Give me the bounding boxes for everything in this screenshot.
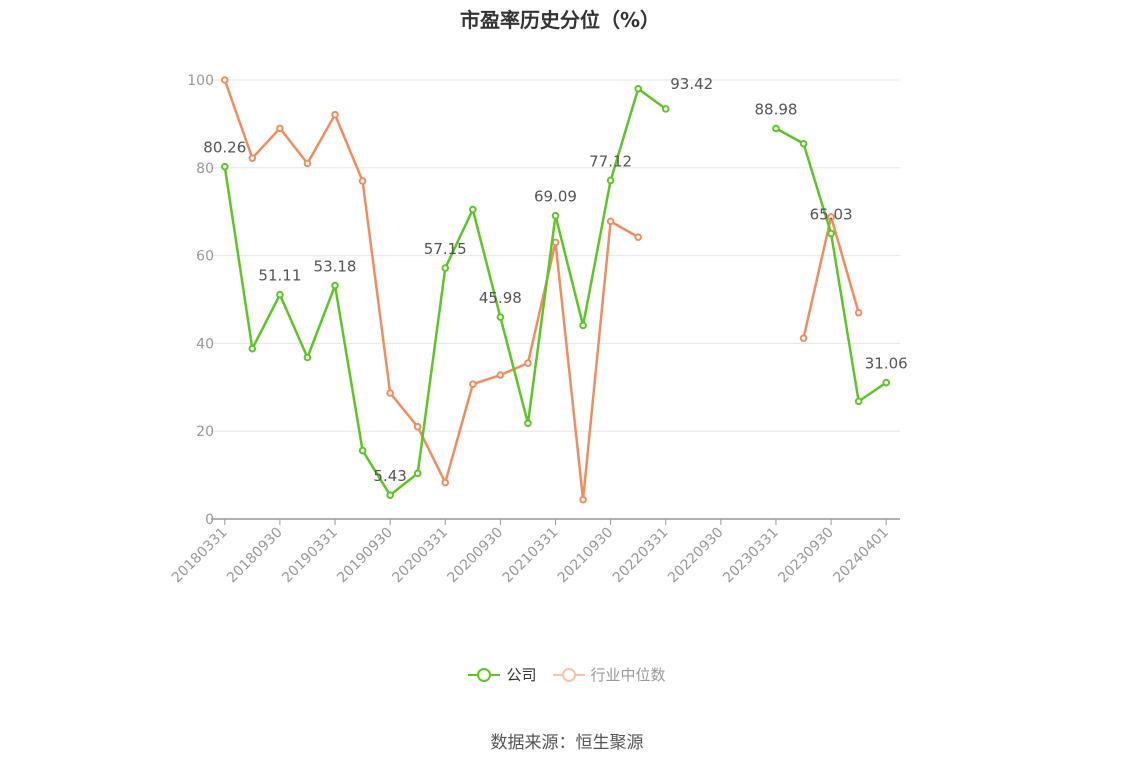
y-tick-label: 80 — [196, 161, 214, 177]
data-point-industry-median — [469, 380, 477, 389]
data-label: 69.09 — [534, 188, 577, 206]
data-label: 80.26 — [203, 139, 246, 157]
data-label: 88.98 — [755, 100, 798, 118]
data-point-industry-median — [358, 177, 367, 185]
data-label: 93.42 — [670, 75, 713, 93]
data-point-industry-median — [220, 76, 229, 84]
data-point-company — [496, 313, 505, 321]
data-point-company — [854, 397, 863, 406]
data-point-industry-median — [551, 238, 560, 247]
data-labels: 80.26 51.11 53.18 5.43 57.15 45.98 69.09 77.12 9… — [203, 75, 907, 485]
data-point-company — [413, 469, 422, 478]
y-tick-label: 40 — [196, 336, 214, 352]
data-point-company — [827, 229, 835, 238]
data-point-industry-median — [303, 159, 312, 168]
legend-label-industry-median: 行业中位数 — [590, 666, 666, 684]
data-point-industry-median — [413, 423, 422, 431]
data-point-industry-median — [276, 124, 284, 133]
series — [220, 76, 891, 504]
data-point-company — [276, 290, 284, 299]
data-point-industry-median — [524, 359, 532, 367]
data-point-industry-median — [496, 371, 505, 379]
data-label: 51.11 — [258, 267, 301, 285]
x-tick-label: 20190331 — [279, 525, 341, 587]
x-tick-label: 20230331 — [720, 525, 782, 587]
series-line-industry-median — [223, 79, 639, 501]
y-tick-label: 60 — [196, 249, 214, 265]
data-point-company — [661, 105, 670, 113]
data-point-company — [579, 321, 587, 330]
series-line-company — [223, 87, 667, 497]
data-label: 77.12 — [589, 152, 632, 170]
data-point-company — [303, 353, 312, 362]
x-tick-label: 20190930 — [334, 525, 396, 587]
data-point-industry-median — [827, 213, 835, 221]
data-label: 31.06 — [865, 355, 908, 373]
x-tick-label: 20200930 — [445, 525, 507, 587]
chart-title: 市盈率历史分位（%） — [459, 8, 661, 32]
grid-lines — [211, 79, 900, 432]
legend-swatch-industry-median — [552, 667, 585, 682]
data-point-industry-median — [386, 389, 394, 397]
x-tick-label: 20180930 — [224, 525, 286, 587]
data-source: 数据来源：恒生聚源 — [490, 733, 644, 753]
y-tick-label: 0 — [205, 512, 214, 528]
legend-label-company: 公司 — [506, 666, 537, 684]
data-point-company — [386, 491, 394, 499]
data-label: 45.98 — [479, 289, 522, 307]
x-tick-label: 20210930 — [555, 525, 617, 587]
x-tick-label: 20230930 — [775, 525, 837, 587]
data-point-company — [551, 211, 560, 220]
data-point-company — [331, 281, 339, 290]
data-point-industry-median — [441, 478, 450, 487]
x-tick-label: 20210331 — [500, 525, 562, 587]
data-point-company — [524, 419, 532, 428]
data-point-company — [358, 446, 367, 455]
data-label: 53.18 — [314, 258, 357, 276]
data-point-company — [772, 124, 780, 133]
y-tick-label: 100 — [187, 73, 214, 89]
legend-item-company[interactable]: 公司 — [468, 664, 537, 685]
data-point-company — [634, 84, 642, 93]
data-point-company — [220, 162, 229, 171]
x-tick-label: 20240401 — [830, 525, 892, 587]
x-tick-label: 20220930 — [665, 525, 727, 587]
legend: 公司 行业中位数 — [0, 664, 1134, 685]
x-tick-label: 20220331 — [610, 525, 672, 587]
data-label: 5.43 — [373, 467, 406, 485]
data-point-industry-median — [634, 233, 642, 241]
data-point-company — [799, 139, 808, 148]
data-point-industry-median — [331, 110, 339, 119]
data-label: 65.03 — [810, 206, 853, 224]
x-tick-label: 20180331 — [169, 525, 231, 587]
legend-item-industry-median[interactable]: 行业中位数 — [552, 664, 666, 685]
data-point-company — [248, 344, 257, 353]
data-point-industry-median — [799, 334, 808, 342]
legend-swatch-company — [468, 667, 501, 682]
data-point-industry-median — [606, 217, 615, 226]
x-tick-label: 20200331 — [389, 525, 451, 587]
data-point-industry-median — [854, 308, 863, 317]
data-point-company — [469, 205, 477, 214]
data-point-company — [606, 176, 615, 185]
data-point-company — [441, 264, 450, 272]
y-tick-label: 20 — [196, 424, 214, 440]
data-point-company — [882, 378, 891, 387]
data-point-industry-median — [579, 495, 587, 504]
data-label: 57.15 — [424, 240, 467, 258]
data-point-industry-median — [248, 154, 257, 162]
